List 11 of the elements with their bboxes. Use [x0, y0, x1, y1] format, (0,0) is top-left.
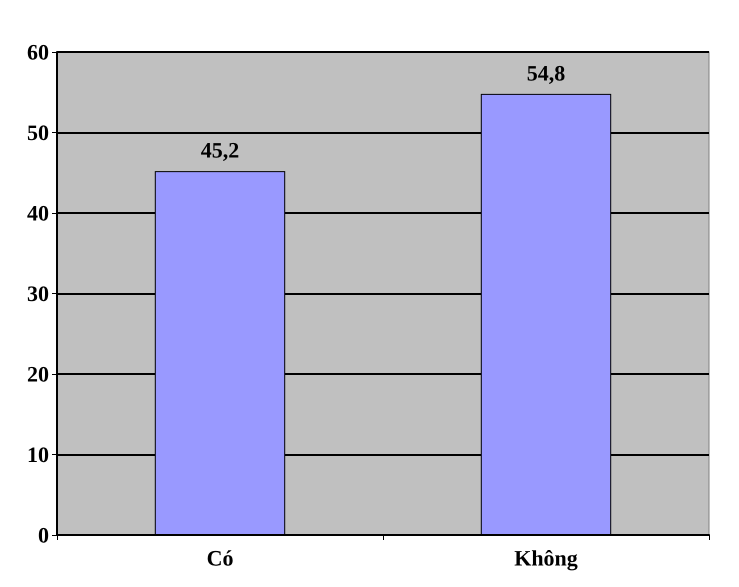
y-tick-label: 40: [27, 200, 49, 226]
y-tick-label: 10: [27, 442, 49, 467]
y-tick-label: 30: [27, 281, 49, 306]
x-tick-label: Không: [514, 546, 578, 570]
y-tick-label: 50: [27, 120, 49, 145]
y-tick-label: 60: [27, 40, 49, 64]
data-label: 54,8: [526, 60, 566, 86]
x-tick-label: Có: [206, 546, 234, 570]
data-label: 45,2: [200, 138, 240, 163]
y-tick-label: 20: [27, 362, 49, 386]
y-tick-label: 0: [38, 522, 49, 548]
